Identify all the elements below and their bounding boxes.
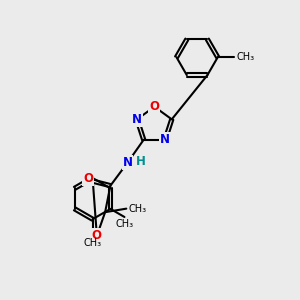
Text: O: O — [92, 229, 102, 242]
Text: CH₃: CH₃ — [116, 219, 134, 229]
Text: H: H — [136, 155, 146, 168]
Text: O: O — [149, 100, 159, 113]
Text: CH₃: CH₃ — [236, 52, 254, 62]
Text: N: N — [160, 133, 170, 146]
Text: N: N — [132, 113, 142, 126]
Text: CH₃: CH₃ — [83, 238, 102, 248]
Text: N: N — [122, 156, 133, 169]
Text: O: O — [83, 172, 93, 185]
Text: CH₃: CH₃ — [129, 204, 147, 214]
